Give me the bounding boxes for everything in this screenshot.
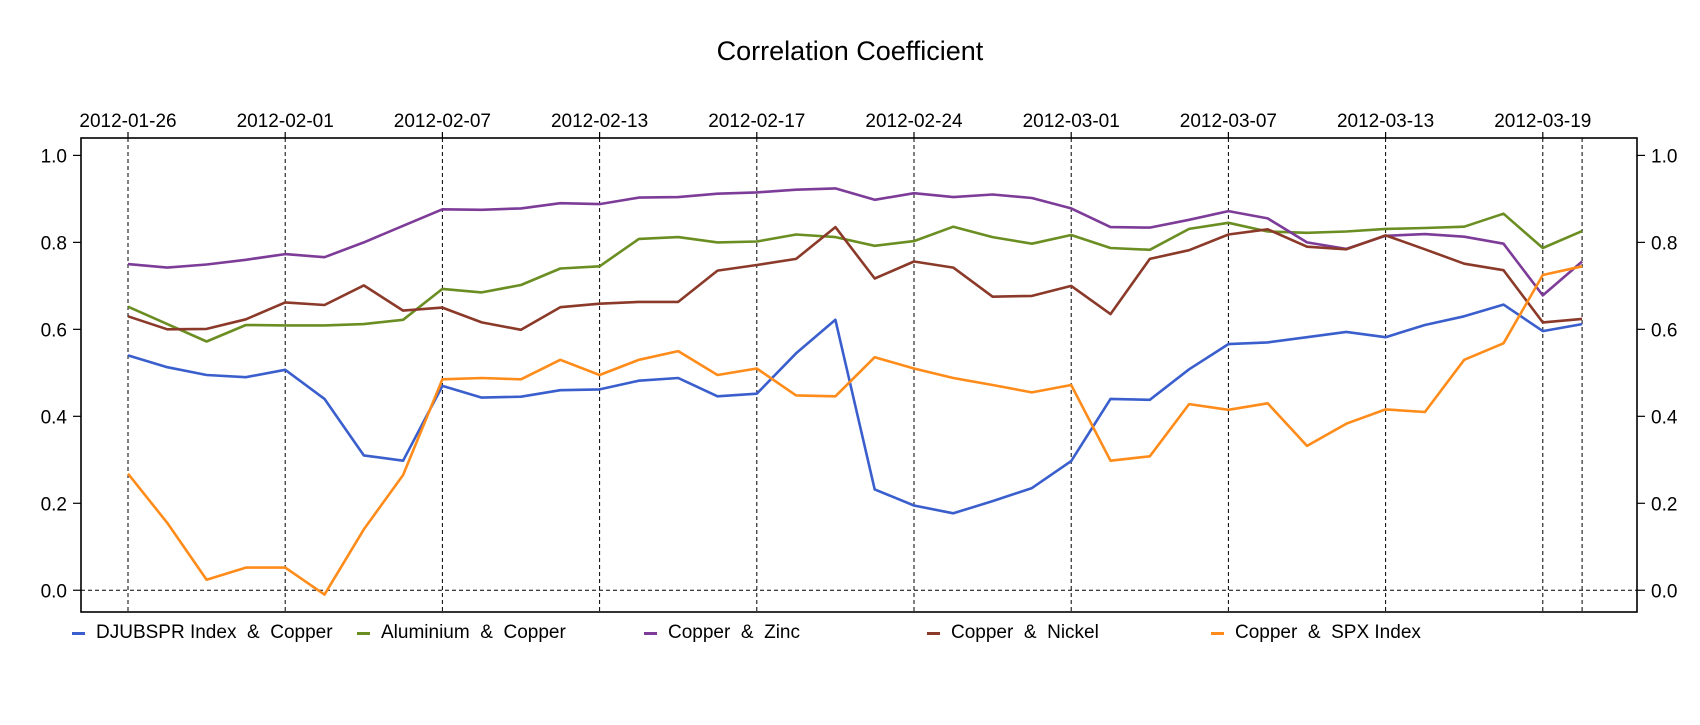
x-tick-label: 2012-01-26	[79, 111, 176, 132]
x-tick-label: 2012-03-19	[1494, 111, 1591, 132]
legend-label: Aluminium & Copper	[381, 622, 566, 643]
y-tick-label-right: 0.0	[1651, 581, 1677, 602]
y-tick-label-left: 1.0	[41, 146, 67, 167]
legend-swatch	[927, 631, 940, 635]
legend-label: Copper & SPX Index	[1235, 622, 1421, 643]
y-tick-label-left: 0.2	[41, 494, 67, 515]
series-line-4	[127, 225, 1583, 332]
legend-label: Copper & Nickel	[951, 622, 1099, 643]
x-tick-label: 2012-02-07	[394, 111, 491, 132]
series-line-1	[127, 303, 1583, 515]
chart-grid	[81, 138, 1637, 612]
legend-swatch	[357, 631, 370, 635]
x-tick-label: 2012-03-13	[1337, 111, 1434, 132]
legend-item: Copper & SPX Index	[1211, 622, 1421, 644]
x-tick-label: 2012-02-01	[237, 111, 334, 132]
y-tick-label-right: 1.0	[1651, 146, 1677, 167]
x-tick-label: 2012-02-24	[865, 111, 963, 132]
y-tick-label-left: 0.8	[41, 233, 67, 254]
series-line-5	[126, 265, 1583, 596]
y-tick-label-left: 0.6	[41, 320, 67, 341]
y-tick-label-left: 0.4	[41, 407, 68, 428]
legend-item: DJUBSPR Index & Copper	[72, 622, 333, 644]
legend-swatch	[644, 631, 657, 635]
legend-swatch	[1211, 631, 1224, 635]
y-tick-label-right: 0.2	[1651, 494, 1677, 515]
y-tick-label-right: 0.4	[1651, 407, 1678, 428]
y-tick-label-left: 0.0	[41, 581, 67, 602]
chart-title: Correlation Coefficient	[716, 36, 984, 66]
legend-item: Copper & Nickel	[927, 622, 1099, 644]
y-tick-label-right: 0.6	[1651, 320, 1677, 341]
chart-axes: 0.0 0.0 0.2 0.2 0.4 0.4 0.6 0.6 0.8 0.8 1.0 1.0 2012…	[41, 111, 1678, 613]
legend-swatch	[72, 631, 85, 635]
chart-legend: DJUBSPR Index & Copper Aluminium & Copper…	[0, 622, 1700, 652]
legend-item: Aluminium & Copper	[357, 622, 566, 644]
chart-series	[126, 187, 1583, 596]
x-tick-label: 2012-03-07	[1180, 111, 1277, 132]
plot-frame	[80, 137, 1638, 613]
y-tick-label-right: 0.8	[1651, 233, 1677, 254]
x-tick-label: 2012-03-01	[1023, 111, 1120, 132]
legend-label: DJUBSPR Index & Copper	[96, 622, 333, 643]
series-line-2	[127, 212, 1583, 343]
x-tick-label: 2012-02-13	[551, 111, 648, 132]
legend-label: Copper & Zinc	[668, 622, 800, 643]
x-tick-label: 2012-02-17	[708, 111, 805, 132]
legend-item: Copper & Zinc	[644, 622, 800, 644]
